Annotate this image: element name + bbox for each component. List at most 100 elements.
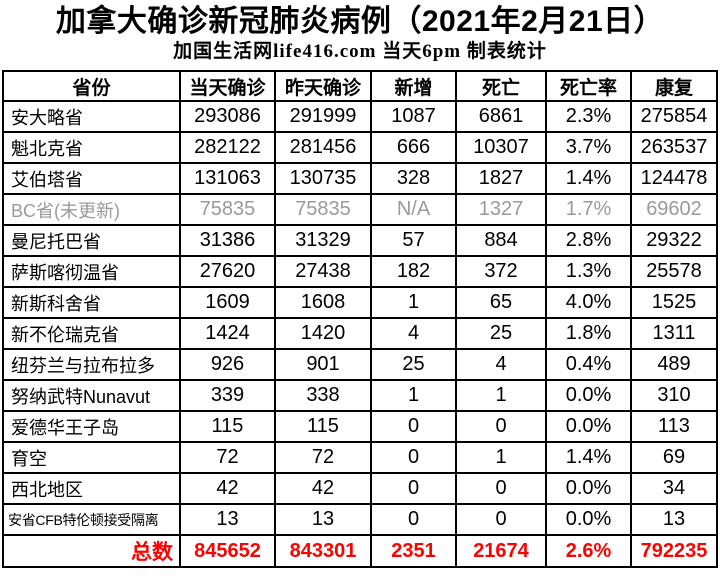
total-new-cases: 2351 (370, 534, 457, 568)
cell-yesterday-confirmed: 42 (274, 472, 372, 505)
cell-province: 西北地区 (2, 472, 181, 505)
cell-new-cases: 0 (370, 472, 457, 505)
total-label: 总数 (2, 534, 181, 568)
cell-new-cases: 1087 (370, 100, 457, 133)
cell-deaths: 1 (455, 441, 547, 474)
column-header-province: 省份 (2, 70, 181, 102)
column-header-new-cases: 新增 (370, 70, 457, 102)
cell-death-rate: 0.0% (545, 379, 632, 412)
cell-death-rate: 0.0% (545, 410, 632, 443)
cell-province: 新不伦瑞克省 (2, 317, 181, 350)
cell-death-rate: 1.4% (545, 441, 632, 474)
cell-new-cases: 328 (370, 162, 457, 195)
table-row: 西北地区 42 42 0 0 0.0% 34 (2, 472, 718, 505)
cell-province: BC省(未更新) (2, 193, 181, 226)
cell-today-confirmed: 13 (179, 503, 276, 536)
cell-deaths: 1827 (455, 162, 547, 195)
table-body: 安大略省 293086 291999 1087 6861 2.3% 275854… (2, 100, 718, 536)
cell-province: 新斯科舍省 (2, 286, 181, 319)
cell-province: 育空 (2, 441, 181, 474)
cell-new-cases: 0 (370, 410, 457, 443)
total-today-confirmed: 845652 (179, 534, 276, 568)
cell-today-confirmed: 75835 (179, 193, 276, 226)
cell-yesterday-confirmed: 291999 (274, 100, 372, 133)
cell-today-confirmed: 72 (179, 441, 276, 474)
cell-today-confirmed: 131063 (179, 162, 276, 195)
total-row: 总数 845652 843301 2351 21674 2.6% 792235 (2, 534, 718, 568)
cell-recovered: 489 (630, 348, 718, 381)
cell-death-rate: 0.0% (545, 472, 632, 505)
cell-recovered: 113 (630, 410, 718, 443)
table-row: 纽芬兰与拉布拉多 926 901 25 4 0.4% 489 (2, 348, 718, 381)
cell-deaths: 884 (455, 224, 547, 257)
cell-new-cases: 666 (370, 131, 457, 164)
cell-yesterday-confirmed: 901 (274, 348, 372, 381)
cell-recovered: 25578 (630, 255, 718, 288)
cell-recovered: 275854 (630, 100, 718, 133)
cell-deaths: 4 (455, 348, 547, 381)
page-subtitle: 加国生活网life416.com 当天6pm 制表统计 (173, 41, 547, 62)
cell-today-confirmed: 282122 (179, 131, 276, 164)
column-header-recovered: 康复 (630, 70, 718, 102)
table-row: 安省CFB特伦顿接受隔离 13 13 0 0 0.0% 13 (2, 503, 718, 536)
cell-death-rate: 3.7% (545, 131, 632, 164)
cell-deaths: 6861 (455, 100, 547, 133)
cell-today-confirmed: 27620 (179, 255, 276, 288)
cell-new-cases: 25 (370, 348, 457, 381)
cell-recovered: 263537 (630, 131, 718, 164)
cell-recovered: 69602 (630, 193, 718, 226)
cell-yesterday-confirmed: 1608 (274, 286, 372, 319)
cell-death-rate: 4.0% (545, 286, 632, 319)
cell-recovered: 1311 (630, 317, 718, 350)
table-row: 新不伦瑞克省 1424 1420 4 25 1.8% 1311 (2, 317, 718, 350)
cell-recovered: 34 (630, 472, 718, 505)
cell-new-cases: 0 (370, 503, 457, 536)
cell-today-confirmed: 42 (179, 472, 276, 505)
table-row: 曼尼托巴省 31386 31329 57 884 2.8% 29322 (2, 224, 718, 257)
cell-recovered: 29322 (630, 224, 718, 257)
cell-yesterday-confirmed: 338 (274, 379, 372, 412)
cell-death-rate: 1.4% (545, 162, 632, 195)
table-row: 爱德华王子岛 115 115 0 0 0.0% 113 (2, 410, 718, 443)
cell-province: 魁北克省 (2, 131, 181, 164)
table-row: BC省(未更新) 75835 75835 N/A 1327 1.7% 69602 (2, 193, 718, 226)
cell-deaths: 10307 (455, 131, 547, 164)
column-header-today-confirmed: 当天确诊 (179, 70, 276, 102)
cell-today-confirmed: 339 (179, 379, 276, 412)
cell-today-confirmed: 115 (179, 410, 276, 443)
total-deaths: 21674 (455, 534, 547, 568)
table-row: 努纳武特Nunavut 339 338 1 1 0.0% 310 (2, 379, 718, 412)
cell-deaths: 1 (455, 379, 547, 412)
cell-deaths: 372 (455, 255, 547, 288)
cell-deaths: 0 (455, 503, 547, 536)
cell-recovered: 124478 (630, 162, 718, 195)
cell-new-cases: 182 (370, 255, 457, 288)
cell-province: 安大略省 (2, 100, 181, 133)
cell-deaths: 65 (455, 286, 547, 319)
cell-new-cases: N/A (370, 193, 457, 226)
cell-province: 艾伯塔省 (2, 162, 181, 195)
cell-today-confirmed: 31386 (179, 224, 276, 257)
total-recovered: 792235 (630, 534, 718, 568)
cell-yesterday-confirmed: 75835 (274, 193, 372, 226)
cell-today-confirmed: 926 (179, 348, 276, 381)
column-header-yesterday-confirmed: 昨天确诊 (274, 70, 372, 102)
cell-new-cases: 0 (370, 441, 457, 474)
table-row: 萨斯喀彻温省 27620 27438 182 372 1.3% 25578 (2, 255, 718, 288)
cell-province: 萨斯喀彻温省 (2, 255, 181, 288)
cell-yesterday-confirmed: 72 (274, 441, 372, 474)
cell-yesterday-confirmed: 27438 (274, 255, 372, 288)
table-row: 新斯科舍省 1609 1608 1 65 4.0% 1525 (2, 286, 718, 319)
cell-yesterday-confirmed: 31329 (274, 224, 372, 257)
table-row: 魁北克省 282122 281456 666 10307 3.7% 263537 (2, 131, 718, 164)
header-row: 省份 当天确诊 昨天确诊 新增 死亡 死亡率 康复 (2, 70, 718, 102)
table-row: 艾伯塔省 131063 130735 328 1827 1.4% 124478 (2, 162, 718, 195)
cell-recovered: 69 (630, 441, 718, 474)
cell-death-rate: 2.3% (545, 100, 632, 133)
cell-yesterday-confirmed: 130735 (274, 162, 372, 195)
cell-new-cases: 4 (370, 317, 457, 350)
cell-recovered: 310 (630, 379, 718, 412)
table-row: 安大略省 293086 291999 1087 6861 2.3% 275854 (2, 100, 718, 133)
cell-death-rate: 2.8% (545, 224, 632, 257)
